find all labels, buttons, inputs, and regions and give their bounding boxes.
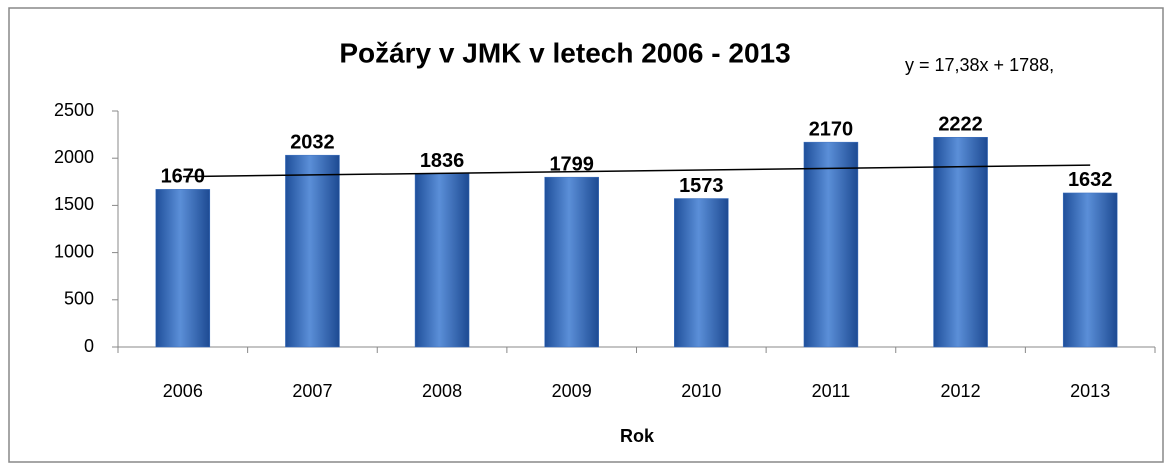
bar: [1062, 192, 1118, 348]
x-tick-label: 2007: [292, 381, 332, 401]
value-label: 1573: [679, 175, 724, 197]
bar: [155, 189, 211, 348]
y-tick-label: 2500: [54, 100, 94, 120]
x-tick-label: 2006: [163, 381, 203, 401]
chart-title: Požáry v JMK v letech 2006 - 2013: [339, 37, 790, 68]
x-tick-label: 2008: [422, 381, 462, 401]
value-label: 2032: [290, 131, 335, 153]
value-label: 1670: [161, 166, 206, 188]
y-tick-label: 0: [84, 336, 94, 356]
bar: [285, 154, 340, 348]
y-tick-label: 2000: [54, 147, 94, 167]
bar: [933, 136, 988, 348]
trendline: [182, 164, 1091, 178]
x-tick-label: 2012: [941, 381, 981, 401]
bar: [414, 173, 470, 348]
value-label: 2222: [938, 114, 983, 136]
x-tick-label: 2009: [552, 381, 592, 401]
value-label: 1632: [1068, 169, 1113, 191]
value-label: 1799: [549, 153, 594, 175]
trendline-equation: y = 17,38x + 1788,: [905, 55, 1054, 75]
bar: [803, 141, 859, 348]
x-tick-label: 2010: [681, 381, 721, 401]
y-tick-label: 500: [64, 289, 94, 309]
x-tick-label: 2013: [1070, 381, 1110, 401]
y-tick-label: 1000: [54, 241, 94, 261]
value-label: 1836: [420, 150, 465, 172]
bar: [674, 198, 729, 348]
bar: [544, 176, 599, 348]
x-tick-label: 2011: [812, 381, 851, 401]
value-label: 2170: [809, 118, 854, 140]
x-axis-label: Rok: [620, 426, 655, 446]
y-tick-label: 1500: [54, 194, 94, 214]
